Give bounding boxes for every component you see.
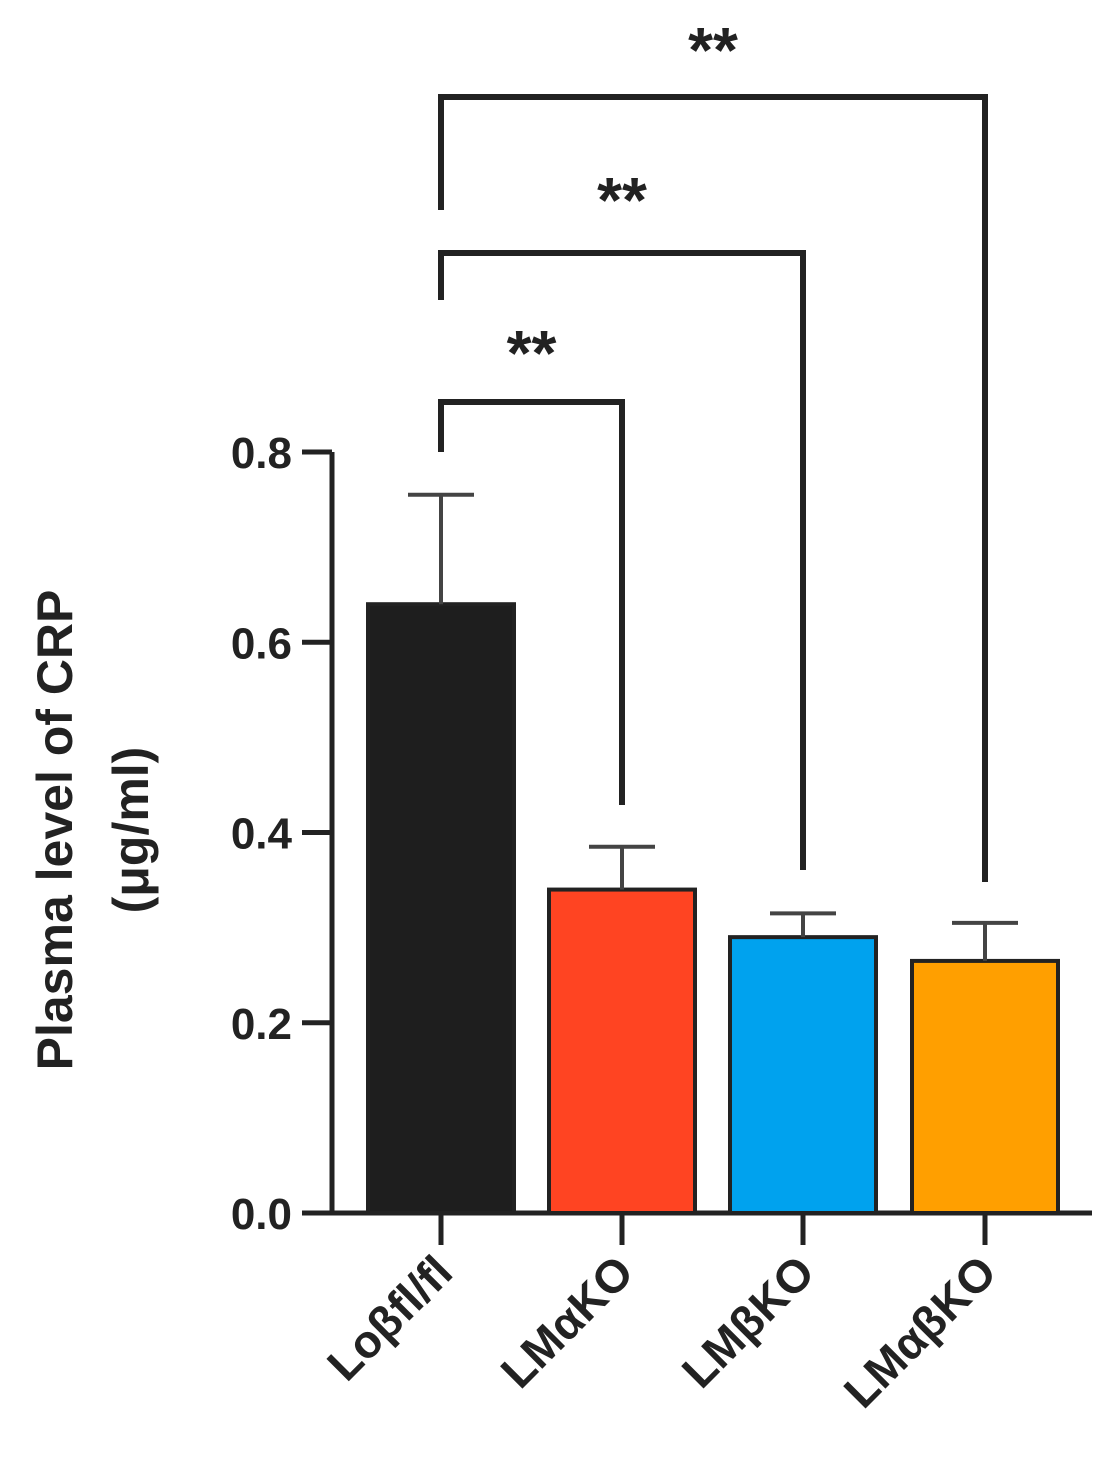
- x-category-label-2: LMβKO: [672, 1245, 824, 1397]
- significance-bracket-1: [438, 250, 806, 870]
- significance-label-2: **: [688, 14, 738, 86]
- significance-label-0: **: [507, 317, 557, 389]
- significance-bracket-0: [438, 399, 625, 805]
- significance-label-1: **: [597, 164, 647, 236]
- bar-2: [728, 935, 878, 1215]
- y-tick-label-4: 0.8: [231, 429, 292, 478]
- x-category-label-3: LMαβKO: [834, 1245, 1006, 1417]
- y-axis-title-line-2: (μg/ml): [103, 747, 159, 914]
- plot-area: 0.0 0.2 0.4 0.6 0.8 Loβfl/fl LMαKO LMβKO LMαβKO *…: [231, 14, 1092, 1418]
- y-tick-label-3: 0.6: [231, 619, 292, 668]
- y-tick-label-0: 0.0: [231, 1190, 292, 1239]
- x-category-label-1: LMαKO: [491, 1245, 644, 1398]
- bar-1: [547, 887, 697, 1215]
- bar-0: [366, 602, 516, 1215]
- y-axis-title-line-1: Plasma level of CRP: [27, 590, 83, 1071]
- y-tick-label-2: 0.4: [231, 810, 293, 859]
- significance-bracket-2: [438, 94, 988, 882]
- y-tick-label-1: 0.2: [231, 1000, 292, 1049]
- x-category-label-0: Loβfl/fl: [317, 1245, 462, 1390]
- bar-3: [910, 958, 1060, 1216]
